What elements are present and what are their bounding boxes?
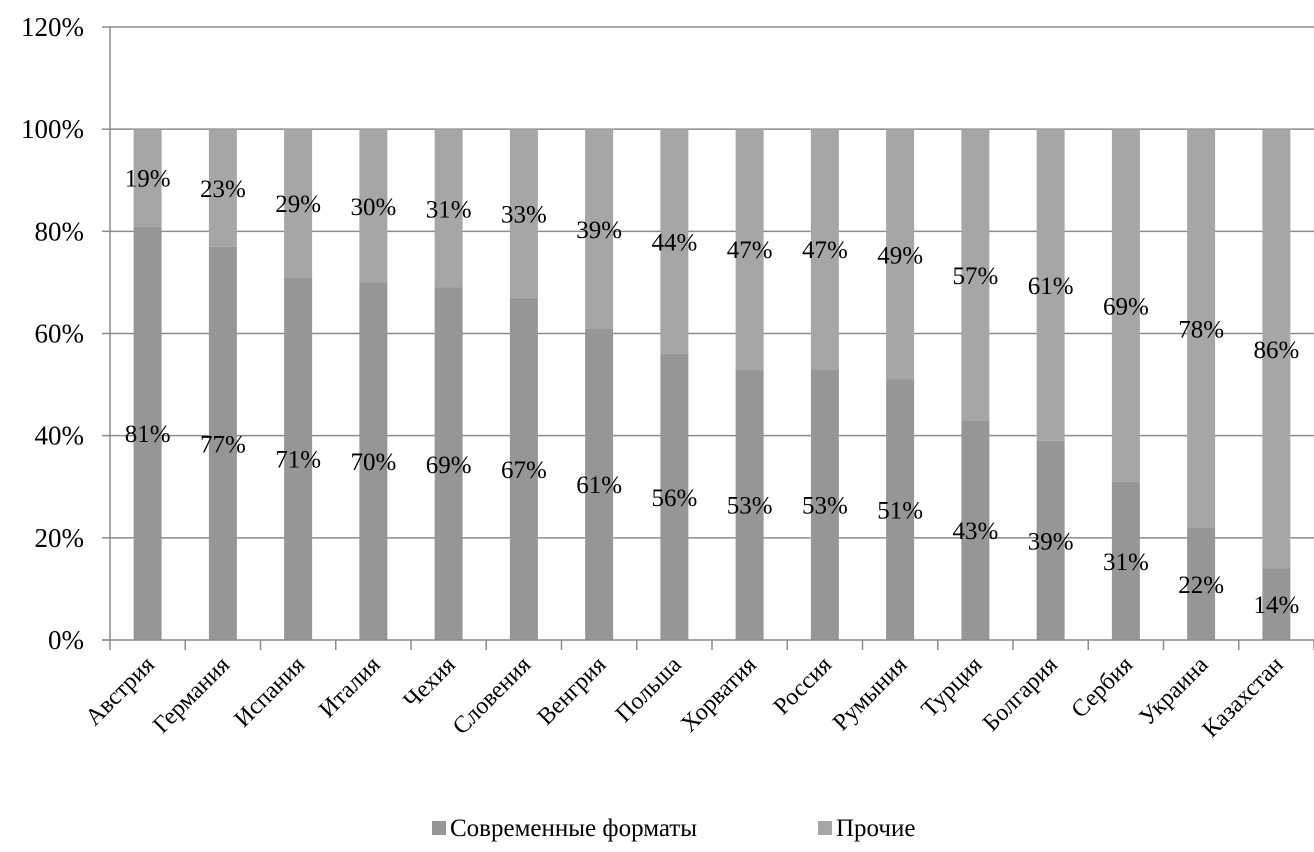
bar-segment-other: [735, 129, 764, 370]
x-tick-label: Польша: [611, 652, 687, 728]
bar-segment-other: [1111, 129, 1140, 482]
bar-segment-other: [1036, 129, 1065, 441]
data-label-other: 19%: [125, 166, 171, 193]
x-tick-label: Казахстан: [1198, 652, 1289, 743]
y-tick-label: 0%: [48, 625, 84, 655]
x-tick-label: Хорватия: [676, 652, 762, 738]
bar-segment-modern: [133, 226, 162, 640]
data-label-other: 29%: [275, 191, 321, 218]
y-tick-label: 80%: [35, 216, 85, 246]
data-label-modern: 39%: [1028, 528, 1074, 555]
data-label-modern: 61%: [576, 472, 622, 499]
bar-segment-modern: [585, 328, 614, 640]
data-label-modern: 77%: [200, 431, 246, 458]
legend-swatch: [432, 821, 446, 835]
x-tick-label: Чехия: [399, 652, 461, 714]
bar-segment-other: [886, 129, 915, 380]
data-label-other: 30%: [350, 194, 396, 221]
bar-segment-modern: [886, 379, 915, 640]
data-label-modern: 53%: [802, 493, 848, 520]
bar-segment-modern: [961, 420, 990, 640]
bar-segment-modern: [1262, 568, 1291, 640]
bar-segment-other: [1187, 129, 1216, 528]
x-tick-label: Германия: [148, 652, 235, 739]
bar-segment-other: [961, 129, 990, 421]
data-label-modern: 14%: [1253, 592, 1299, 619]
data-label-other: 23%: [200, 176, 246, 203]
data-label-modern: 53%: [727, 493, 773, 520]
data-label-modern: 69%: [426, 452, 472, 479]
x-tick-label: Сербия: [1067, 652, 1138, 723]
bar-segment-modern: [810, 369, 839, 640]
x-tick-label: Болгария: [978, 652, 1063, 737]
y-tick-label: 100%: [21, 114, 84, 144]
bar-segment-other: [509, 129, 538, 298]
y-tick-label: 60%: [35, 319, 85, 349]
bar-segment-modern: [359, 282, 388, 640]
data-label-other: 69%: [1103, 293, 1149, 320]
x-tick-label: Турция: [917, 652, 988, 723]
data-label-other: 49%: [877, 242, 923, 269]
bar-segment-modern: [208, 246, 237, 641]
data-label-other: 78%: [1178, 316, 1224, 343]
data-label-other: 39%: [576, 217, 622, 244]
legend: Современные форматы Прочие: [432, 815, 915, 842]
x-tick-label: Австрия: [81, 652, 160, 731]
data-label-other: 86%: [1253, 337, 1299, 364]
x-tick-label: Румыния: [828, 652, 912, 736]
data-label-modern: 67%: [501, 457, 547, 484]
x-tick-label: Италия: [314, 652, 385, 723]
x-tick-label: Украина: [1134, 652, 1213, 731]
x-tick-label: Венгрия: [533, 652, 612, 731]
bar-segment-modern: [509, 297, 538, 640]
data-label-other: 47%: [802, 237, 848, 264]
data-label-other: 31%: [426, 196, 472, 223]
data-label-modern: 51%: [877, 498, 923, 525]
bar-segment-other: [1262, 129, 1291, 569]
data-label-other: 61%: [1028, 273, 1074, 300]
data-label-modern: 70%: [350, 449, 396, 476]
data-label-modern: 31%: [1103, 549, 1149, 576]
y-tick-label: 40%: [35, 421, 85, 451]
data-label-other: 33%: [501, 201, 547, 228]
bar-segment-other: [284, 129, 313, 278]
bar-segment-other: [585, 129, 614, 329]
legend-item-modern: Современные форматы: [432, 815, 697, 842]
data-label-modern: 71%: [275, 447, 321, 474]
bar-segment-other: [133, 129, 162, 227]
data-label-modern: 43%: [952, 518, 998, 545]
data-label-modern: 56%: [651, 485, 697, 512]
legend-label: Современные форматы: [450, 815, 697, 842]
legend-item-other: Прочие: [818, 815, 915, 842]
legend-swatch: [818, 821, 832, 835]
data-label-other: 44%: [651, 230, 697, 257]
bar-segment-modern: [660, 353, 689, 640]
bar-segment-modern: [735, 369, 764, 640]
bars: [133, 129, 1291, 641]
y-tick-label: 20%: [35, 523, 85, 553]
bar-segment-other: [359, 129, 388, 283]
bar-segment-other: [208, 129, 237, 247]
bar-segment-other: [660, 129, 689, 354]
x-tick-label: Испания: [230, 652, 311, 733]
data-label-modern: 22%: [1178, 572, 1224, 599]
data-labels: 81% 19% 77% 23% 71% 29% 70% 30% 69% 31% 67% 33% 61% 3…: [125, 166, 1300, 620]
bar-segment-other: [810, 129, 839, 370]
bar-segment-modern: [1111, 481, 1140, 640]
bar-segment-modern: [1187, 527, 1216, 640]
bar-segment-modern: [1036, 440, 1065, 640]
legend-label: Прочие: [836, 815, 915, 842]
data-label-modern: 81%: [125, 421, 171, 448]
bar-segment-other: [434, 129, 463, 288]
x-tick-label: Россия: [769, 652, 837, 720]
data-label-other: 47%: [727, 237, 773, 264]
data-label-other: 57%: [952, 263, 998, 290]
bar-segment-modern: [284, 277, 313, 640]
y-tick-label: 120%: [21, 12, 84, 42]
bar-segment-modern: [434, 287, 463, 640]
x-tick-label: Словения: [448, 652, 536, 740]
